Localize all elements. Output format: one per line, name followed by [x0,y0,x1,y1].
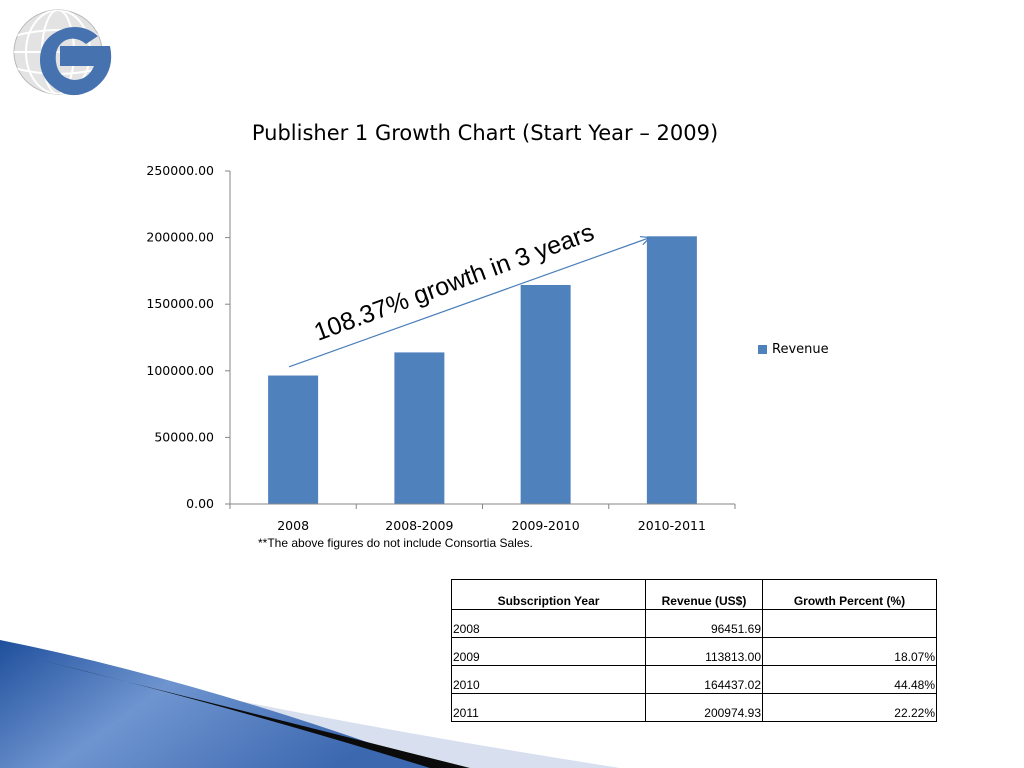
growth-arrow [288,237,651,368]
x-tick-label: 2008-2009 [385,518,453,533]
y-tick-label: 0.00 [186,496,214,511]
revenue-table: Subscription Year Revenue (US$) Growth P… [451,579,937,722]
cell-growth: 44.48% [762,665,937,694]
arrow-head [639,235,652,246]
header-subscription-year: Subscription Year [451,579,646,610]
y-tick-label: 50000.00 [154,429,214,444]
header-growth-percent: Growth Percent (%) [762,579,937,610]
header-revenue: Revenue (US$) [645,579,763,610]
cell-revenue: 96451.69 [645,609,763,638]
cell-revenue: 113813.00 [645,637,763,666]
x-tick-label: 2010-2011 [638,518,706,533]
cell-growth: 18.07% [762,637,937,666]
cell-year: 2011 [451,693,646,722]
cell-revenue: 200974.93 [645,693,763,722]
table-row: 2008 96451.69 [451,609,937,638]
table-row: 2011 200974.93 22.22% [451,693,937,722]
y-tick-label: 150000.00 [146,296,214,311]
footnote: **The above figures do not include Conso… [258,536,533,550]
cell-growth [762,609,937,638]
chart-title: Publisher 1 Growth Chart (Start Year – 2… [252,121,718,145]
x-tick-label: 2008 [277,518,309,533]
table-header-row: Subscription Year Revenue (US$) Growth P… [451,579,937,610]
cell-year: 2009 [451,637,646,666]
table-row: 2009 113813.00 18.07% [451,637,937,666]
globe-g-logo: G [13,9,112,96]
decorative-swoosh [0,640,620,768]
bar-revenue [646,236,697,504]
cell-growth: 22.22% [762,693,937,722]
cell-year: 2008 [451,609,646,638]
bar-revenue [520,284,571,504]
y-tick-label: 200000.00 [146,230,214,245]
revenue-bar-chart: Publisher 1 Growth Chart (Start Year – 2… [146,121,829,533]
y-tick-label: 250000.00 [146,163,214,178]
y-tick-label: 100000.00 [146,363,214,378]
legend-label: Revenue [772,342,829,357]
x-tick-label: 2009-2010 [512,518,580,533]
bar-revenue [268,375,319,504]
cell-revenue: 164437.02 [645,665,763,694]
bar-revenue [394,352,445,504]
legend-swatch [758,345,767,354]
